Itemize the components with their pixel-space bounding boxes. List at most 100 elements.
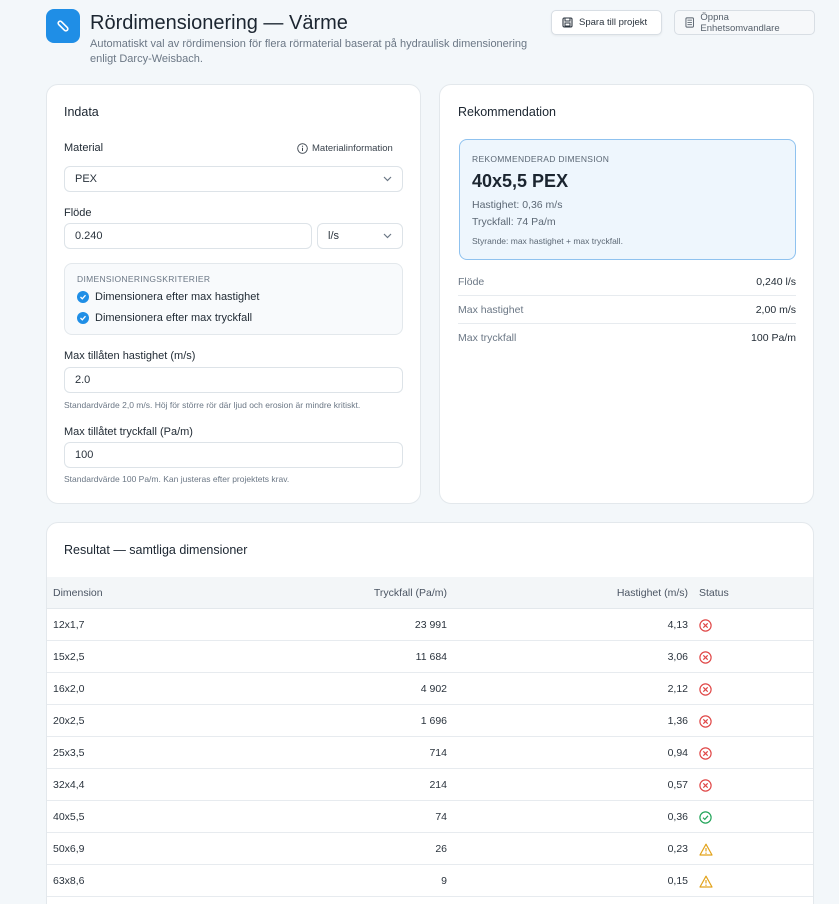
results-table-header: Dimension Tryckfall (Pa/m) Hastighet (m/… bbox=[47, 577, 813, 609]
flow-value: 0.240 bbox=[75, 230, 103, 242]
table-row: 40x5,5 74 0,36 bbox=[47, 801, 813, 833]
chevron-down-icon bbox=[383, 174, 392, 185]
checkbox-checked-icon[interactable] bbox=[77, 291, 89, 303]
cell-dimension: 63x8,6 bbox=[53, 875, 85, 887]
recommendation-title: Rekommendation bbox=[458, 105, 556, 119]
max-pressure-hint: Standardvärde 100 Pa/m. Kan justeras eft… bbox=[64, 474, 290, 484]
chevron-down-icon bbox=[383, 231, 392, 242]
table-row: 15x2,5 11 684 3,06 bbox=[47, 641, 813, 673]
error-circle-icon bbox=[699, 705, 712, 737]
column-header-dimension[interactable]: Dimension bbox=[53, 587, 103, 599]
summary-key: Max tryckfall bbox=[458, 332, 517, 344]
criteria-label: Dimensionera efter max hastighet bbox=[95, 291, 260, 303]
criteria-panel: DIMENSIONERINGSKRITERIER Dimensionera ef… bbox=[64, 263, 403, 335]
pipe-icon bbox=[57, 20, 69, 32]
column-header-pressure[interactable]: Tryckfall (Pa/m) bbox=[373, 587, 447, 599]
cell-dimension: 32x4,4 bbox=[53, 779, 85, 791]
save-to-project-button[interactable]: Spara till projekt bbox=[551, 10, 662, 35]
summary-key: Max hastighet bbox=[458, 303, 524, 316]
material-select[interactable]: PEX bbox=[64, 166, 403, 192]
converter-label: Öppna Enhetsomvandlare bbox=[700, 11, 780, 34]
cell-velocity: 3,06 bbox=[667, 651, 688, 663]
cell-pressure: 23 991 bbox=[414, 619, 447, 631]
cell-dimension: 16x2,0 bbox=[53, 683, 85, 695]
cell-dimension: 40x5,5 bbox=[53, 811, 85, 823]
summary-value: 0,240 l/s bbox=[756, 275, 796, 288]
table-row: 50x6,9 26 0,23 bbox=[47, 833, 813, 865]
table-row: 25x3,5 714 0,94 bbox=[47, 737, 813, 769]
max-velocity-input[interactable]: 2.0 bbox=[64, 367, 403, 393]
recommended-heading: REKOMMENDERAD DIMENSION bbox=[472, 154, 610, 164]
criteria-label: Dimensionera efter max tryckfall bbox=[95, 312, 253, 324]
checkbox-checked-icon[interactable] bbox=[77, 312, 89, 324]
cell-velocity: 0,23 bbox=[667, 843, 688, 855]
flow-input[interactable]: 0.240 bbox=[64, 223, 312, 249]
cell-dimension: 12x1,7 bbox=[53, 619, 85, 631]
check-circle-icon bbox=[699, 801, 712, 833]
cell-dimension: 25x3,5 bbox=[53, 747, 85, 759]
max-velocity-label: Max tillåten hastighet (m/s) bbox=[64, 350, 196, 362]
table-row: 63x8,6 9 0,15 bbox=[47, 865, 813, 897]
summary-row: Flöde 0,240 l/s bbox=[458, 268, 796, 296]
page-title: Rördimensionering — Värme bbox=[90, 12, 348, 34]
recommended-velocity: Hastighet: 0,36 m/s bbox=[472, 199, 563, 211]
cell-velocity: 4,13 bbox=[667, 619, 688, 631]
max-pressure-value: 100 bbox=[75, 449, 94, 461]
governing-criteria: Styrande: max hastighet + max tryckfall. bbox=[472, 236, 623, 246]
app-logo bbox=[46, 9, 80, 43]
criteria-heading: DIMENSIONERINGSKRITERIER bbox=[77, 274, 211, 284]
error-circle-icon bbox=[699, 737, 712, 769]
cell-velocity: 1,36 bbox=[667, 715, 688, 727]
recommendation-card: Rekommendation REKOMMENDERAD DIMENSION 4… bbox=[439, 84, 814, 504]
column-header-velocity[interactable]: Hastighet (m/s) bbox=[616, 587, 688, 599]
max-velocity-hint: Standardvärde 2,0 m/s. Höj för större rö… bbox=[64, 400, 361, 410]
table-row: 16x2,0 4 902 2,12 bbox=[47, 673, 813, 705]
cell-velocity: 0,57 bbox=[667, 779, 688, 791]
criteria-max-pressure[interactable]: Dimensionera efter max tryckfall bbox=[77, 312, 252, 324]
error-circle-icon bbox=[699, 641, 712, 673]
cell-pressure: 9 bbox=[441, 875, 447, 887]
max-pressure-input[interactable]: 100 bbox=[64, 442, 403, 468]
summary-row: Max hastighet 2,00 m/s bbox=[458, 296, 796, 324]
cell-velocity: 0,94 bbox=[667, 747, 688, 759]
max-velocity-value: 2.0 bbox=[75, 374, 91, 386]
cell-pressure: 714 bbox=[429, 747, 447, 759]
page-subtitle: Automatiskt val av rördimension för fler… bbox=[90, 38, 528, 65]
criteria-max-velocity[interactable]: Dimensionera efter max hastighet bbox=[77, 291, 259, 303]
cell-pressure: 1 696 bbox=[420, 715, 447, 727]
cell-pressure: 74 bbox=[435, 811, 447, 823]
save-label: Spara till projekt bbox=[579, 17, 648, 28]
cell-velocity: 2,12 bbox=[667, 683, 688, 695]
flow-label: Flöde bbox=[64, 207, 92, 219]
material-value: PEX bbox=[75, 173, 98, 185]
cell-pressure: 4 902 bbox=[420, 683, 447, 695]
material-label: Material bbox=[64, 142, 104, 154]
warning-triangle-icon bbox=[699, 833, 713, 865]
table-row: 32x4,4 214 0,57 bbox=[47, 769, 813, 801]
input-title: Indata bbox=[64, 105, 99, 119]
summary-value: 100 Pa/m bbox=[751, 332, 796, 344]
flow-unit-value: l/s bbox=[328, 230, 339, 242]
cell-dimension: 15x2,5 bbox=[53, 651, 85, 663]
cell-velocity: 0,36 bbox=[667, 811, 688, 823]
cell-dimension: 50x6,9 bbox=[53, 843, 85, 855]
cell-pressure: 26 bbox=[435, 843, 447, 855]
recommended-dimension: 40x5,5 PEX bbox=[472, 171, 569, 191]
error-circle-icon bbox=[699, 769, 712, 801]
input-card: Indata Material Materialinformation PEX … bbox=[46, 84, 421, 504]
open-unit-converter-button[interactable]: Öppna Enhetsomvandlare bbox=[674, 10, 815, 35]
warning-triangle-icon bbox=[699, 865, 713, 897]
material-info-label: Materialinformation bbox=[312, 143, 393, 154]
error-circle-icon bbox=[699, 673, 712, 705]
results-card: Resultat — samtliga dimensioner Dimensio… bbox=[46, 522, 814, 904]
calculator-icon bbox=[685, 17, 694, 28]
cell-pressure: 214 bbox=[429, 779, 447, 791]
column-header-status[interactable]: Status bbox=[699, 587, 729, 599]
table-row: 20x2,5 1 696 1,36 bbox=[47, 705, 813, 737]
summary-row: Max tryckfall 100 Pa/m bbox=[458, 324, 796, 352]
material-info-link[interactable]: Materialinformation bbox=[297, 143, 393, 154]
flow-unit-select[interactable]: l/s bbox=[317, 223, 403, 249]
save-icon bbox=[562, 17, 573, 28]
cell-pressure: 11 684 bbox=[415, 651, 447, 663]
cell-velocity: 0,15 bbox=[667, 875, 688, 887]
